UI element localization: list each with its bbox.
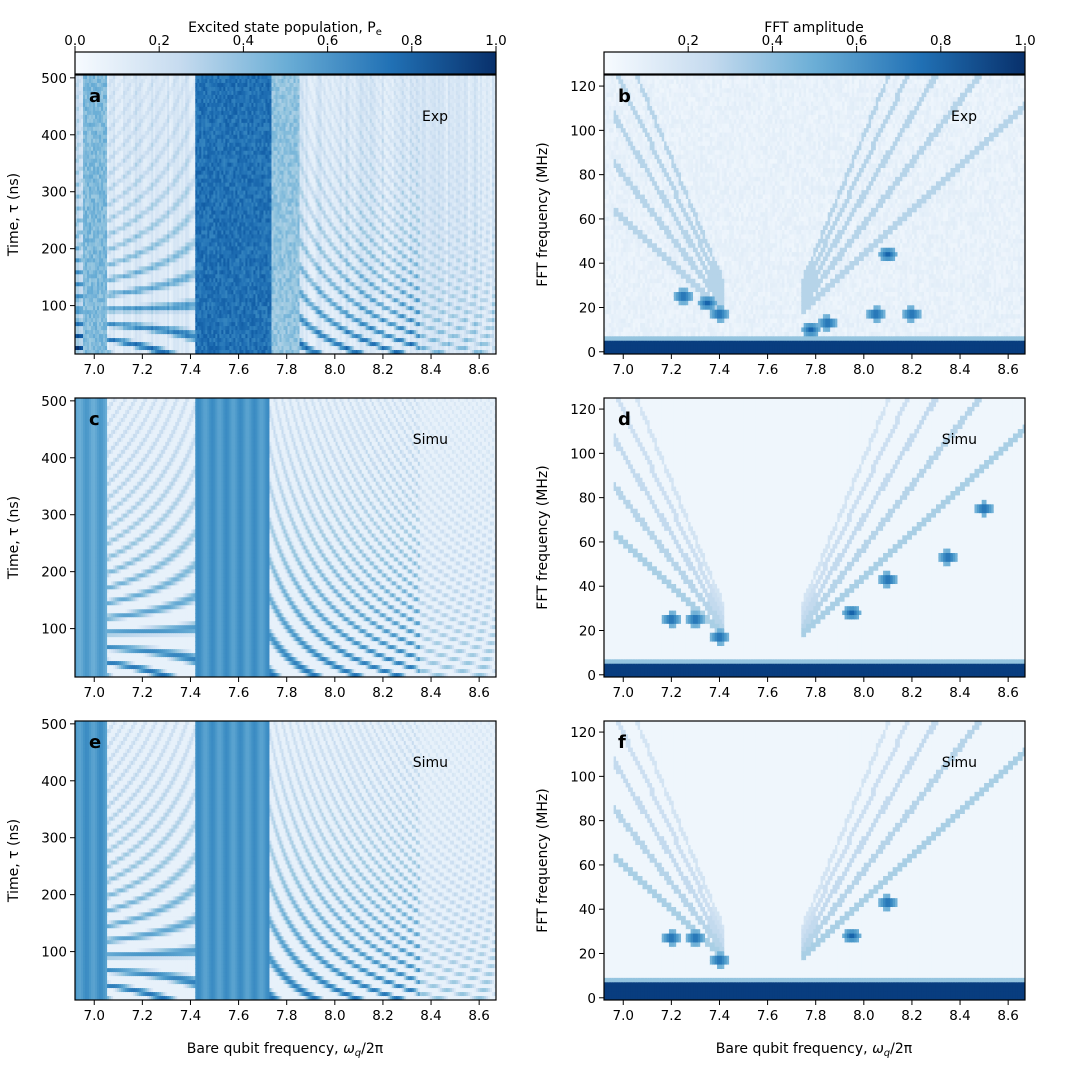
colorbar-right-tick-label: 0.4 bbox=[762, 33, 783, 49]
colorbar-right-tick-label: 0.2 bbox=[677, 33, 698, 49]
colorbar-left-tick-label: 0.6 bbox=[317, 33, 338, 49]
colorbar-left-tick-label: 1.0 bbox=[485, 33, 506, 49]
colorbar-left-tick-label: 0.8 bbox=[401, 33, 422, 49]
colorbar-right-tick-label: 1.0 bbox=[1014, 33, 1035, 49]
colorbar-left: Excited state population, Pe 0.0 0.2 0.4 0.… bbox=[64, 20, 506, 74]
colorbar-right-gradient bbox=[604, 52, 1025, 74]
colorbar-left-tick-label: 0.2 bbox=[148, 33, 169, 49]
colorbar-right-tick-label: 0.6 bbox=[846, 33, 867, 49]
colorbar-left-gradient bbox=[75, 52, 496, 74]
colorbar-right: FFT amplitude 0.2 0.4 0.6 0.8 1.0 bbox=[604, 20, 1036, 74]
colorbar-left-tick-label: 0.0 bbox=[64, 33, 85, 49]
colorbar-right-tick-label: 0.8 bbox=[930, 33, 951, 49]
colorbar-left-tick-label: 0.4 bbox=[233, 33, 254, 49]
colorbar-left-label: Excited state population, Pe bbox=[188, 20, 382, 38]
